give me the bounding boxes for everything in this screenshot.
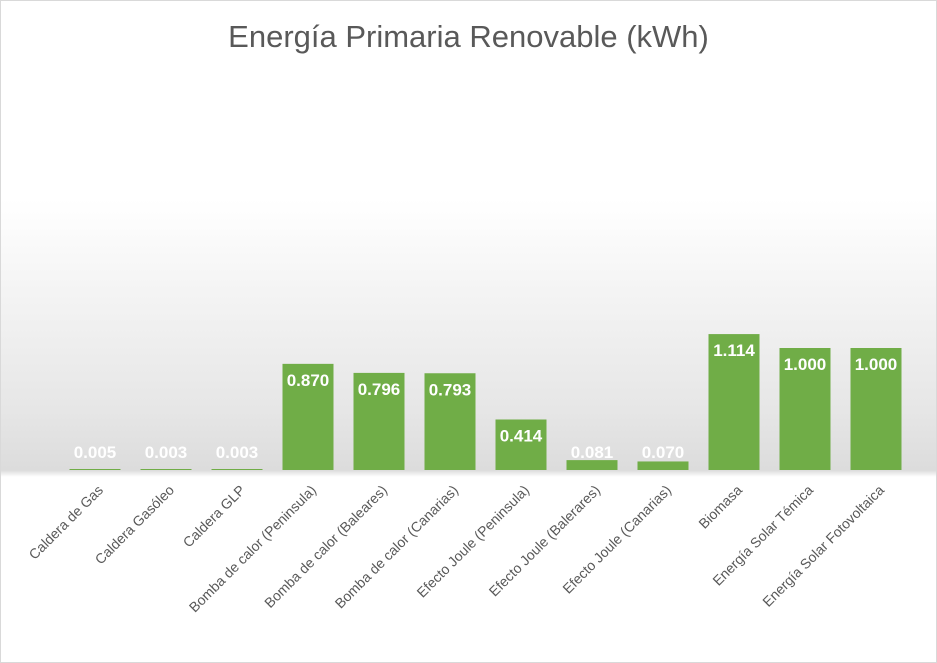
category-label-2: Caldera GLP	[180, 482, 249, 551]
bar-0	[69, 469, 121, 470]
bar-2	[211, 469, 263, 470]
data-label-9: 1.114	[713, 341, 755, 360]
data-label-3: 0.870	[287, 371, 330, 390]
bar-1	[140, 469, 192, 470]
data-label-11: 1.000	[855, 355, 898, 374]
data-label-2: 0.003	[216, 443, 259, 462]
category-label-3: Bomba de calor (Peninsula)	[186, 482, 319, 615]
data-label-0: 0.005	[74, 443, 117, 462]
data-label-7: 0.081	[571, 443, 614, 462]
data-label-10: 1.000	[784, 355, 827, 374]
data-label-4: 0.796	[358, 380, 401, 399]
category-label-0: Caldera de Gas	[25, 482, 106, 563]
data-label-6: 0.414	[500, 426, 543, 445]
data-label-5: 0.793	[429, 380, 472, 399]
data-label-8: 0.070	[642, 443, 685, 462]
chart-title: Energía Primaria Renovable (kWh)	[228, 19, 709, 54]
bar-5	[424, 373, 476, 470]
category-label-11: Energía Solar Fotovoltaica	[759, 482, 887, 610]
bar-6	[495, 419, 547, 470]
bar-10	[779, 348, 831, 470]
bar-3	[282, 363, 334, 470]
bar-9	[708, 334, 760, 470]
category-label-4: Bomba de calor (Baleares)	[261, 482, 390, 611]
data-label-1: 0.003	[145, 443, 188, 462]
bar-7	[566, 460, 618, 470]
bar-8	[637, 461, 689, 470]
category-label-9: Biomasa	[695, 482, 745, 532]
bar-4	[353, 372, 405, 470]
bar-11	[850, 348, 902, 470]
category-label-5: Bomba de calor (Canarias)	[332, 482, 462, 612]
